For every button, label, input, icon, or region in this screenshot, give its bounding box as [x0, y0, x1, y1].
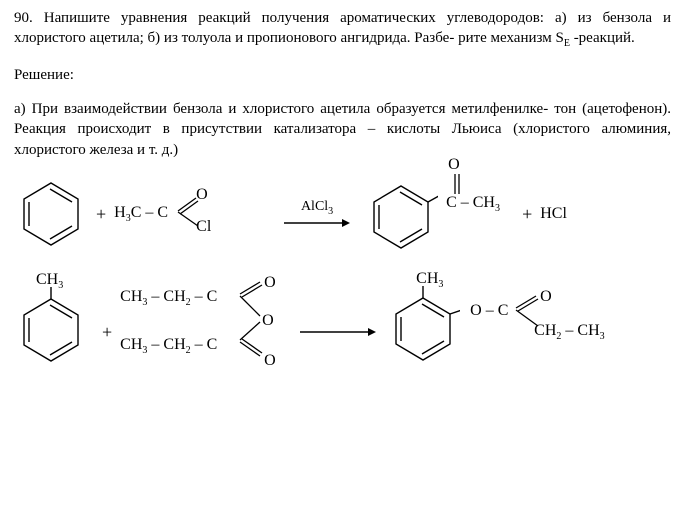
prod-c-sub: 3 [495, 203, 500, 214]
catalyst: AlCl [301, 199, 328, 214]
problem-text-3: рите механизм S [458, 30, 564, 46]
problem-number: 90. [14, 10, 33, 26]
tolyl-propionate: CH3 O – C [386, 272, 596, 372]
prod2-tail-b: – CH [561, 322, 599, 339]
ac-top-o: O [196, 184, 208, 206]
anh-o-mid: O [262, 310, 274, 332]
acetophenone: O C – CH3 [364, 174, 514, 254]
arrow-2 [290, 325, 386, 339]
arrow-2-icon [298, 325, 378, 339]
problem-text-1: Напишите уравнения реакций получения аро… [44, 10, 592, 26]
acetyl-chloride: H3C – C O Cl [114, 202, 168, 226]
part-a-line1: а) При взаимодействии бензола и хлористо… [14, 101, 548, 117]
toluene: CH3 [14, 273, 94, 371]
anh-top-c: – C [191, 288, 218, 305]
ac-bottom-cl: Cl [196, 216, 211, 238]
prod2-tail-a: CH [534, 322, 556, 339]
anh-o-bot: O [264, 350, 276, 372]
part-a-text: а) При взаимодействии бензола и хлористо… [14, 99, 671, 160]
prod-o: O [448, 154, 460, 176]
anh-bot-b: – CH [147, 336, 185, 353]
benzene-icon [14, 177, 88, 251]
prod2-ring-icon [386, 286, 460, 370]
anh-top-b: – CH [147, 288, 185, 305]
problem-statement: 90. Напишите уравнения реакций получения… [14, 8, 671, 51]
prod2-ch3: CH [416, 270, 438, 287]
ac-mid: C – C [131, 204, 168, 221]
anh-bot-a: CH [120, 336, 142, 353]
prod2-tail-b-sub: 3 [600, 331, 605, 342]
prod2-dbl-o: O [540, 286, 552, 308]
prod-c: C – CH [446, 194, 495, 211]
arrow-icon [282, 216, 352, 230]
solution-label: Решение: [14, 65, 671, 85]
problem-text-3-after: -реакций. [570, 30, 635, 46]
phenyl-icon [364, 180, 438, 254]
reaction-2: CH3 + CH3 – CH2 – C CH3 – CH2 – C [14, 272, 671, 372]
propionic-anhydride: CH3 – CH2 – C CH3 – CH2 – C [120, 274, 290, 370]
anh-bot-c: – C [191, 336, 218, 353]
ac-h: H [114, 204, 126, 221]
prod2-oc: O – C [470, 300, 508, 322]
page: 90. Напишите уравнения реакций получения… [0, 0, 685, 396]
byproduct-hcl: HCl [540, 203, 567, 225]
plus-2: + [514, 202, 540, 226]
toluene-ring-icon [14, 287, 88, 371]
plus-3: + [94, 320, 120, 344]
toluene-ch3: CH [36, 271, 58, 288]
anh-top-a: CH [120, 288, 142, 305]
catalyst-sub: 3 [328, 205, 333, 216]
arrow-1: AlCl3 [274, 198, 360, 230]
plus-1: + [88, 202, 114, 226]
reaction-1: + H3C – C O Cl AlCl3 [14, 174, 671, 254]
anh-o-top: O [264, 272, 276, 294]
